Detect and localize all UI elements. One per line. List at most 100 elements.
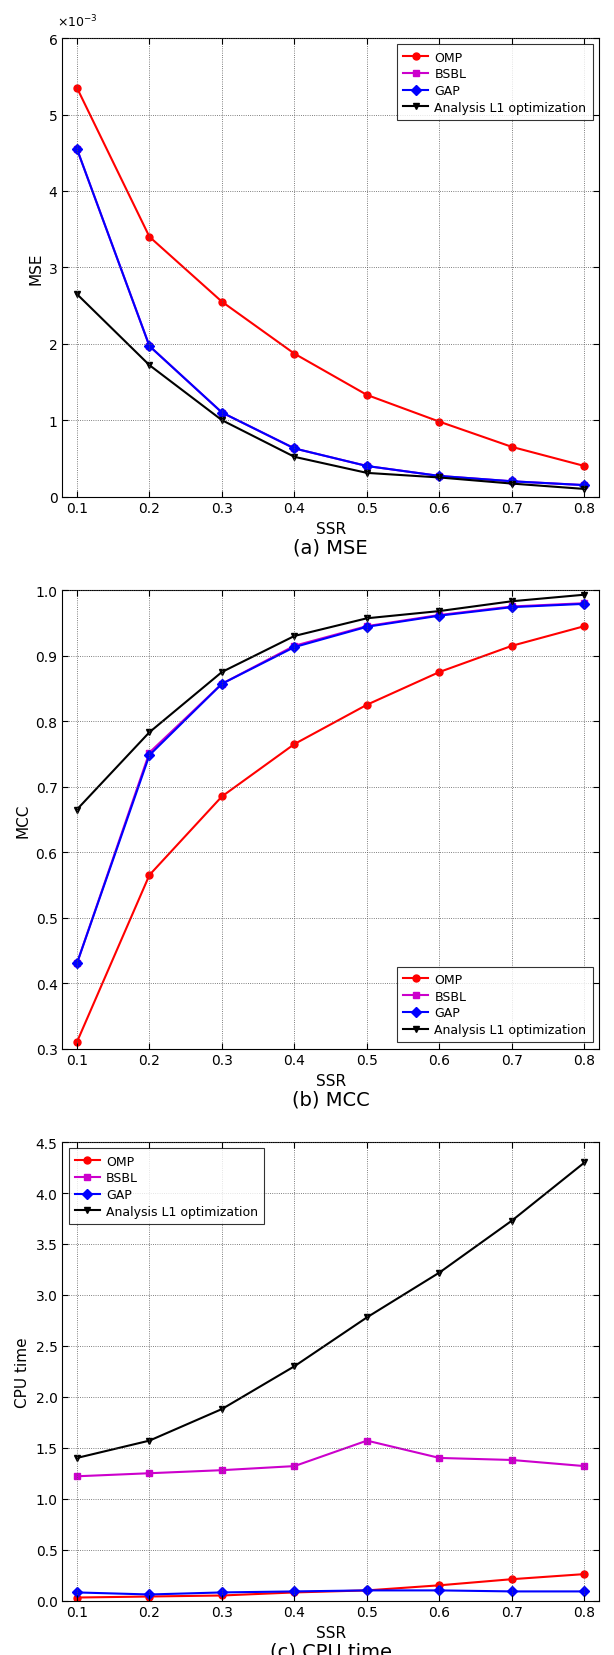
BSBL [508, 472, 516, 492]
Analysis L1 optimization [291, 447, 298, 467]
GAP [291, 1582, 298, 1602]
GAP [508, 1582, 516, 1602]
OMP [291, 344, 298, 364]
Line: BSBL: BSBL [74, 1437, 588, 1480]
GAP [146, 338, 153, 357]
Analysis L1 optimization [218, 662, 225, 682]
GAP [218, 675, 225, 695]
BSBL [581, 594, 588, 614]
Analysis L1 optimization [218, 1398, 225, 1418]
GAP [363, 617, 371, 637]
GAP [146, 746, 153, 766]
OMP [73, 79, 80, 99]
GAP [363, 1581, 371, 1600]
Line: GAP: GAP [74, 1587, 588, 1599]
GAP [291, 439, 298, 458]
Line: Analysis L1 optimization: Analysis L1 optimization [74, 291, 588, 493]
OMP [291, 735, 298, 755]
Analysis L1 optimization [508, 1211, 516, 1231]
BSBL [291, 637, 298, 657]
GAP [73, 1582, 80, 1602]
OMP [508, 1569, 516, 1589]
Analysis L1 optimization [581, 586, 588, 606]
Analysis L1 optimization [581, 1154, 588, 1173]
GAP [363, 457, 371, 477]
GAP [508, 597, 516, 617]
OMP [146, 866, 153, 885]
Analysis L1 optimization [146, 1432, 153, 1451]
OMP [581, 617, 588, 637]
Analysis L1 optimization [73, 285, 80, 305]
BSBL [581, 477, 588, 496]
BSBL [291, 1456, 298, 1476]
OMP [436, 662, 443, 682]
BSBL [218, 404, 225, 424]
Analysis L1 optimization [73, 799, 80, 819]
OMP [218, 293, 225, 313]
OMP [436, 412, 443, 432]
BSBL [363, 457, 371, 477]
GAP [73, 141, 80, 161]
GAP [581, 477, 588, 496]
OMP [436, 1576, 443, 1595]
Analysis L1 optimization [436, 468, 443, 488]
BSBL [73, 953, 80, 973]
OMP [146, 1587, 153, 1607]
Analysis L1 optimization [363, 609, 371, 629]
Analysis L1 optimization [218, 410, 225, 430]
BSBL [508, 1450, 516, 1470]
OMP [363, 386, 371, 405]
OMP [73, 1033, 80, 1053]
Legend: OMP, BSBL, GAP, Analysis L1 optimization: OMP, BSBL, GAP, Analysis L1 optimization [397, 45, 593, 121]
Line: GAP: GAP [74, 146, 588, 490]
BSBL [363, 1432, 371, 1451]
Legend: OMP, BSBL, GAP, Analysis L1 optimization: OMP, BSBL, GAP, Analysis L1 optimization [69, 1149, 265, 1225]
Analysis L1 optimization [363, 463, 371, 483]
OMP [218, 788, 225, 808]
X-axis label: SSR: SSR [316, 1625, 346, 1640]
BSBL [73, 141, 80, 161]
GAP [436, 1581, 443, 1600]
BSBL [218, 1460, 225, 1480]
BSBL [436, 467, 443, 487]
Line: OMP: OMP [74, 624, 588, 1046]
Y-axis label: MCC: MCC [15, 803, 30, 837]
Analysis L1 optimization [146, 723, 153, 743]
BSBL [73, 1466, 80, 1486]
Text: $\times10^{-3}$: $\times10^{-3}$ [57, 13, 98, 30]
Line: OMP: OMP [74, 86, 588, 470]
BSBL [363, 617, 371, 637]
GAP [73, 953, 80, 973]
OMP [363, 1581, 371, 1600]
GAP [146, 1584, 153, 1604]
Analysis L1 optimization [146, 356, 153, 376]
OMP [291, 1582, 298, 1602]
OMP [508, 637, 516, 657]
BSBL [146, 743, 153, 763]
BSBL [218, 675, 225, 695]
Analysis L1 optimization [291, 1357, 298, 1377]
Line: BSBL: BSBL [74, 146, 588, 490]
BSBL [581, 1456, 588, 1476]
OMP [363, 695, 371, 715]
X-axis label: SSR: SSR [316, 521, 346, 536]
Analysis L1 optimization [508, 475, 516, 495]
GAP [436, 606, 443, 626]
BSBL [146, 1463, 153, 1483]
Text: (a) MSE: (a) MSE [293, 538, 368, 558]
Legend: OMP, BSBL, GAP, Analysis L1 optimization: OMP, BSBL, GAP, Analysis L1 optimization [397, 967, 593, 1043]
Line: Analysis L1 optimization: Analysis L1 optimization [74, 1158, 588, 1461]
GAP [581, 594, 588, 614]
Analysis L1 optimization [436, 1263, 443, 1283]
BSBL [436, 606, 443, 626]
Analysis L1 optimization [581, 480, 588, 500]
GAP [581, 1582, 588, 1602]
Line: GAP: GAP [74, 601, 588, 967]
OMP [218, 1585, 225, 1605]
Analysis L1 optimization [291, 627, 298, 647]
GAP [436, 467, 443, 487]
X-axis label: SSR: SSR [316, 1074, 346, 1089]
BSBL [146, 338, 153, 357]
Analysis L1 optimization [436, 602, 443, 622]
OMP [581, 1564, 588, 1584]
